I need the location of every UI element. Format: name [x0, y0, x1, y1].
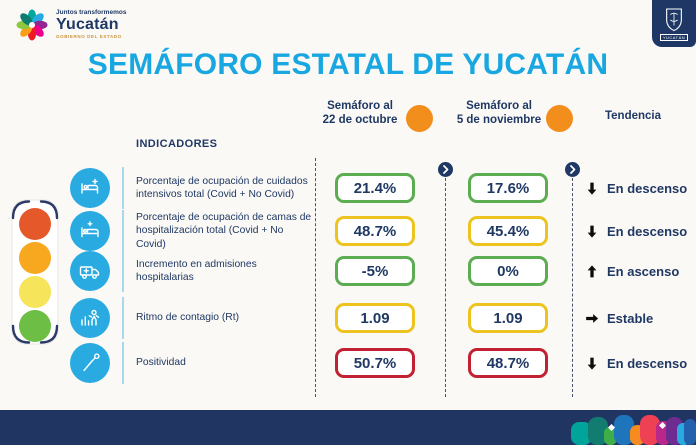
- indicator-row: Porcentaje de ocupación de camas de hosp…: [0, 209, 696, 253]
- trend-label: En descenso: [607, 355, 688, 371]
- value-box-oct22: 21.4%: [335, 173, 415, 203]
- column-header-nov5-line1: Semáforo al: [466, 100, 532, 112]
- indicator-icon-circle: [70, 298, 110, 338]
- value-box-nov5: 0%: [468, 256, 548, 286]
- value-box-oct22: 1.09: [335, 303, 415, 333]
- indicator-label: Ritmo de contagio (Rt): [136, 312, 240, 324]
- column-header-nov5-line2: 5 de noviembre: [456, 114, 542, 127]
- page-title: SEMÁFORO ESTATAL DE YUCATÁN: [87, 48, 609, 81]
- indicator-row: Incremento en admisiones hospitalarias -…: [0, 249, 696, 293]
- value-box-oct22: -5%: [335, 256, 415, 286]
- row-divider: [122, 250, 124, 292]
- trend-cell: En ascenso: [585, 260, 679, 282]
- indicator-label: Porcentaje de ocupación de cuidados inte…: [136, 175, 308, 200]
- indicator-icon-circle: [70, 343, 110, 383]
- trend-cell: En descenso: [585, 177, 687, 199]
- value-box-oct22: 50.7%: [335, 348, 415, 378]
- indicator-label: Incremento en admisiones hospitalarias: [136, 258, 257, 283]
- trend-column-header: Tendencia: [604, 110, 662, 122]
- trend-arrow-icon: [587, 357, 597, 370]
- indicator-row: Ritmo de contagio (Rt) 1.09 1.09 Estable: [0, 296, 696, 340]
- indicator-icon-circle: [70, 251, 110, 291]
- yucatan-state-badge: YUCATÁN: [652, 0, 696, 47]
- shield-icon: [666, 7, 682, 31]
- brand-pattern-decoration: [571, 415, 696, 445]
- column-header-nov5: Semáforo al 5 de noviembre: [452, 99, 546, 128]
- status-circle-oct22: [406, 105, 433, 132]
- swab-icon: [83, 353, 100, 372]
- trend-cell: Estable: [585, 307, 653, 329]
- column-header-oct22-line2: 22 de octubre: [322, 114, 398, 127]
- indicators-section-label: INDICADORES: [136, 138, 218, 150]
- column-header-oct22-line1: Semáforo al: [327, 100, 393, 112]
- row-divider: [122, 342, 124, 384]
- indicator-label: Porcentaje de ocupación de camas de hosp…: [136, 211, 312, 250]
- traffic-light-graphic: [11, 199, 59, 345]
- trend-label: En ascenso: [607, 263, 680, 279]
- row-divider: [122, 297, 124, 339]
- indicator-row: Porcentaje de ocupación de cuidados inte…: [0, 166, 696, 210]
- ambulance-icon: [79, 266, 100, 279]
- column-separator-2: [445, 178, 446, 397]
- logo-tagline: Juntos transformemos: [56, 9, 127, 17]
- value-box-nov5: 17.6%: [468, 173, 548, 203]
- contagion-icon: [81, 309, 100, 326]
- trend-label: En descenso: [607, 223, 688, 239]
- indicator-row: Positividad 50.7% 48.7% En descenso: [0, 341, 696, 385]
- chevron-right-icon: [438, 162, 453, 177]
- hospital-bed-icon: [81, 221, 99, 238]
- icu-bed-icon: [81, 178, 99, 194]
- trend-cell: En descenso: [585, 352, 687, 374]
- traffic-light-green: [19, 310, 51, 342]
- indicator-icon-circle: [70, 211, 110, 251]
- value-box-nov5: 48.7%: [468, 348, 548, 378]
- row-divider: [122, 210, 124, 252]
- trend-arrow-icon: [587, 182, 597, 195]
- value-box-oct22: 48.7%: [335, 216, 415, 246]
- logo-name: Yucatán: [56, 16, 119, 34]
- row-divider: [122, 167, 124, 209]
- value-box-nov5: 45.4%: [468, 216, 548, 246]
- traffic-light-red-orange: [19, 208, 51, 240]
- trend-cell: En descenso: [585, 220, 687, 242]
- indicator-icon-circle: [70, 168, 110, 208]
- trend-arrow-icon: [586, 313, 599, 323]
- trend-arrow-icon: [587, 225, 597, 238]
- column-separator-1: [315, 158, 316, 397]
- traffic-light-orange: [19, 242, 51, 274]
- indicator-label: Positividad: [136, 357, 186, 369]
- logo-subtitle: GOBIERNO DEL ESTADO: [56, 33, 122, 39]
- trend-label: En descenso: [607, 180, 688, 196]
- traffic-light-yellow: [19, 276, 51, 308]
- status-circle-nov5: [546, 105, 573, 132]
- column-separator-3: [572, 178, 573, 397]
- value-box-nov5: 1.09: [468, 303, 548, 333]
- badge-label: YUCATÁN: [659, 33, 689, 41]
- column-header-oct22: Semáforo al 22 de octubre: [316, 99, 404, 128]
- pinwheel-logo-icon: [16, 9, 48, 41]
- government-logo: Juntos transformemos Yucatán GOBIERNO DE…: [14, 7, 126, 43]
- trend-label: Estable: [607, 310, 654, 326]
- chevron-right-icon: [565, 162, 580, 177]
- trend-arrow-icon: [587, 264, 597, 277]
